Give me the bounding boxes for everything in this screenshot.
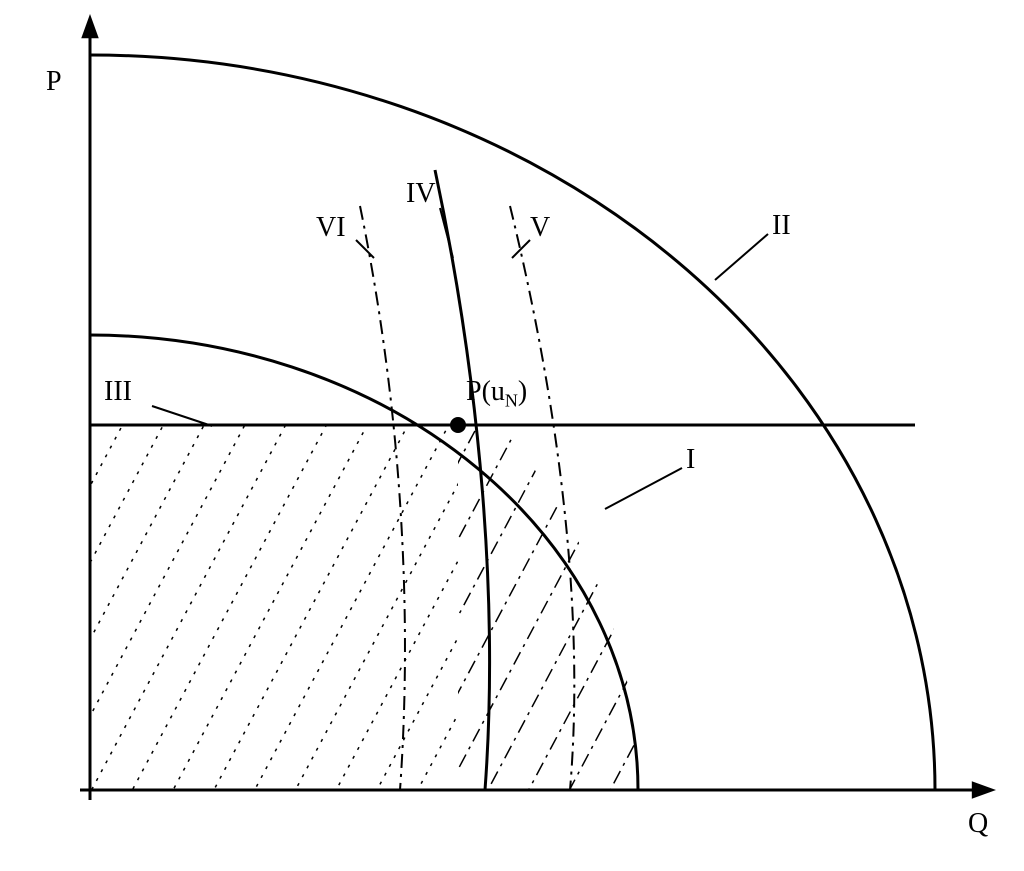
x-axis-label: Q: [968, 808, 988, 840]
point-label: P(uN): [466, 376, 527, 412]
label-II: II: [772, 210, 791, 242]
hatching-left: [0, 0, 1024, 871]
leader-I: [605, 468, 682, 509]
operating-point: [450, 417, 466, 433]
curve-VI: [360, 206, 405, 790]
leader-III: [152, 406, 212, 426]
x-axis-arrow: [972, 781, 996, 799]
label-I: I: [686, 444, 695, 476]
arc-outer: [90, 55, 935, 790]
leader-VI: [356, 240, 374, 258]
curve-IV: [435, 170, 490, 790]
y-axis-label: P: [46, 66, 62, 98]
label-VI: VI: [316, 212, 346, 244]
leader-II: [715, 234, 768, 280]
y-axis-arrow: [81, 14, 99, 38]
hatching-right: [0, 0, 1024, 871]
label-V: V: [530, 212, 550, 244]
curve-V: [510, 206, 574, 790]
diagram-canvas: [0, 0, 1024, 871]
leader-IV: [440, 208, 453, 258]
label-III: III: [104, 376, 132, 408]
label-IV: IV: [406, 178, 436, 210]
arc-inner: [90, 335, 638, 790]
